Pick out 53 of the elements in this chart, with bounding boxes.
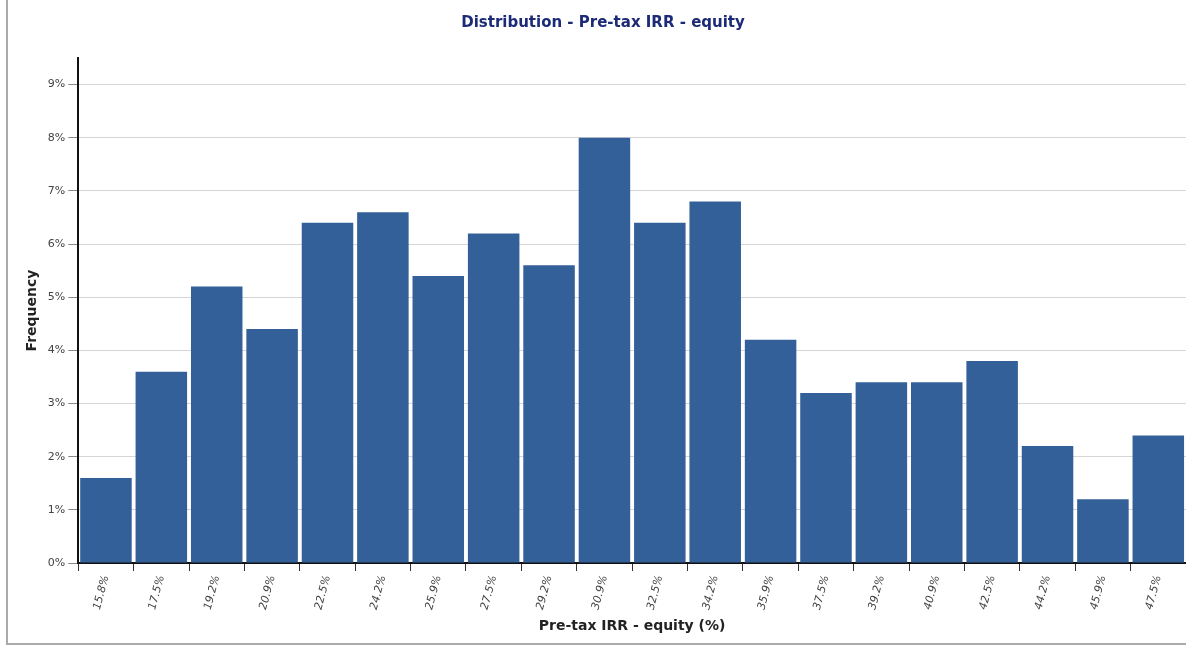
x-tick-label: 45.9% [1086, 573, 1109, 612]
x-tick-label: 47.5% [1142, 573, 1164, 612]
x-tick-label: 37.5% [810, 573, 832, 612]
x-tick-label: 40.9% [920, 573, 943, 612]
x-tick-label: 30.9% [588, 573, 611, 612]
bar [855, 382, 908, 563]
x-tick-label: 20.9% [256, 573, 278, 612]
bar [689, 201, 741, 563]
bar [800, 392, 852, 563]
x-tick-label: 22.5% [311, 573, 334, 612]
x-tick-label: 17.5% [145, 573, 167, 612]
y-tick-label: 9% [47, 77, 66, 91]
bar [1021, 446, 1074, 563]
y-tick-label: 3% [47, 396, 66, 410]
x-tick-label: 27.5% [477, 573, 500, 612]
x-tick-label: 39.2% [865, 573, 888, 612]
bar [744, 339, 797, 563]
bar [1132, 435, 1185, 563]
y-tick-label: 0% [47, 555, 66, 569]
y-tick-label: 2% [47, 449, 66, 463]
bar [412, 275, 465, 563]
bar [1077, 499, 1129, 563]
bar [190, 286, 243, 563]
bar [966, 361, 1018, 563]
bar [634, 222, 686, 563]
y-tick-label: 6% [47, 236, 66, 250]
x-tick-label: 29.2% [533, 573, 555, 612]
y-tick-label: 5% [47, 290, 66, 304]
x-tick-label: 15.8% [90, 573, 112, 612]
x-tick-label: 24.2% [366, 573, 389, 612]
bar [578, 137, 631, 563]
x-tick-label: 34.2% [699, 573, 721, 612]
bar [135, 371, 188, 563]
bar [80, 477, 132, 563]
bar [301, 222, 354, 563]
bar [357, 212, 409, 563]
x-tick-label: 19.2% [200, 573, 223, 612]
x-tick-label: 25.9% [422, 573, 444, 612]
x-axis-title: Pre-tax IRR - equity (%) [538, 617, 726, 634]
y-axis-title: Frequency [23, 269, 40, 352]
y-tick-label: 7% [47, 183, 66, 197]
x-tick-label: 32.5% [643, 573, 666, 612]
chart-title: Distribution - Pre-tax IRR - equity [461, 12, 746, 31]
y-tick-label: 8% [47, 130, 66, 144]
bar [911, 382, 963, 563]
y-tick-label: 1% [47, 502, 66, 516]
y-tick-label: 4% [47, 343, 66, 357]
bar [246, 329, 298, 563]
x-tick-label: 44.2% [1031, 573, 1054, 612]
bar [523, 265, 575, 563]
x-tick-label: 35.9% [754, 573, 777, 612]
x-tick-label: 42.5% [976, 573, 998, 612]
bar [467, 233, 520, 563]
